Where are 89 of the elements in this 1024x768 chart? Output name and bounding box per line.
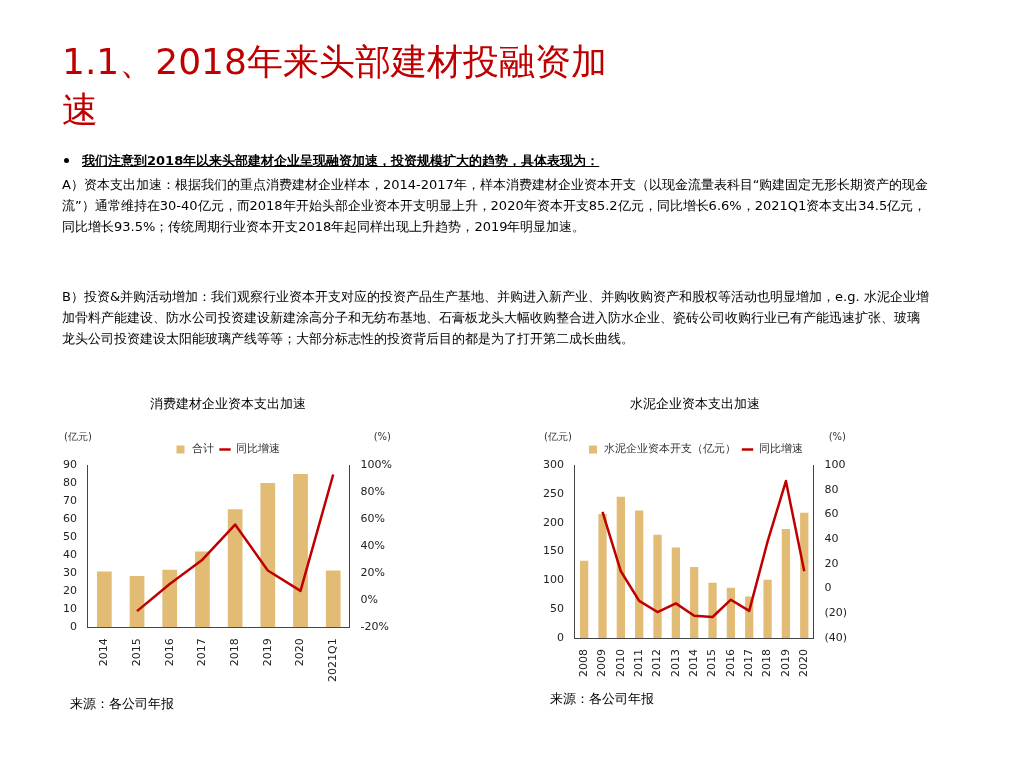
x-tick-label: 2009 bbox=[595, 649, 609, 678]
y2-tick-label: 100% bbox=[360, 457, 393, 471]
y-tick-label: 300 bbox=[543, 457, 564, 471]
bar bbox=[96, 571, 112, 628]
y2-tick-label: -20% bbox=[360, 620, 389, 634]
y-tick-label: 80 bbox=[63, 475, 77, 489]
chart-title: 水泥企业资本支出加速 bbox=[629, 395, 761, 413]
y-tick-label: 70 bbox=[63, 493, 77, 507]
bar bbox=[129, 575, 145, 628]
y-tick-label: 100 bbox=[543, 573, 564, 587]
x-tick-label: 2021Q1 bbox=[326, 638, 340, 683]
x-tick-label: 2020 bbox=[797, 649, 811, 678]
x-tick-label: 2015 bbox=[705, 649, 719, 678]
source-note: 来源：各公司年报 bbox=[70, 695, 174, 713]
y-tick-label: 200 bbox=[543, 515, 564, 529]
bar bbox=[598, 514, 607, 639]
y-tick-label: 60 bbox=[63, 511, 77, 525]
y2-tick-label: 80 bbox=[824, 482, 839, 496]
legend-label: 同比增速 bbox=[758, 442, 803, 456]
x-tick-label: 2020 bbox=[293, 638, 307, 667]
y2-tick-label: 20 bbox=[824, 556, 839, 570]
x-tick-label: 2017 bbox=[195, 638, 209, 667]
x-tick-label: 2014 bbox=[97, 638, 111, 667]
bar bbox=[162, 569, 178, 628]
bar bbox=[781, 529, 791, 639]
y-axis-title: (亿元) bbox=[64, 430, 92, 442]
x-tick-label: 2019 bbox=[260, 638, 274, 667]
x-tick-label: 2014 bbox=[687, 649, 701, 678]
y-tick-label: 40 bbox=[63, 548, 77, 562]
x-tick-label: 2019 bbox=[778, 649, 792, 678]
x-tick-label: 2018 bbox=[760, 649, 774, 678]
y-axis-title: (亿元) bbox=[544, 430, 572, 442]
legend-label: 同比增速 bbox=[236, 442, 280, 456]
x-tick-label: 2013 bbox=[668, 649, 682, 678]
y2-tick-label: 0 bbox=[824, 581, 832, 595]
y-tick-label: 20 bbox=[63, 584, 77, 598]
y2-tick-label: 100 bbox=[824, 457, 846, 471]
y2-tick-label: 40 bbox=[824, 532, 839, 545]
y2-axis-title: (%) bbox=[373, 430, 392, 442]
y-tick-label: 0 bbox=[557, 630, 564, 644]
bar bbox=[293, 474, 308, 628]
y-tick-label: 150 bbox=[543, 544, 564, 558]
x-tick-label: 2010 bbox=[613, 649, 627, 678]
y2-tick-label: 40% bbox=[360, 539, 386, 553]
bar bbox=[690, 567, 699, 639]
y-tick-label: 30 bbox=[63, 566, 77, 580]
x-tick-label: 2015 bbox=[129, 638, 143, 667]
y2-tick-label: 60% bbox=[360, 511, 386, 525]
bar bbox=[260, 483, 276, 628]
y2-tick-label: 80% bbox=[360, 484, 386, 498]
legend-label: 水泥企业资本开支（亿元） bbox=[604, 442, 736, 456]
bar bbox=[763, 579, 772, 639]
x-tick-label: 2016 bbox=[723, 649, 737, 678]
y-tick-label: 0 bbox=[70, 620, 77, 634]
bar bbox=[671, 547, 680, 639]
x-tick-label: 2017 bbox=[742, 649, 756, 678]
bar bbox=[580, 560, 589, 639]
text: 1.1、2018年来头部建材投融资加速 bbox=[62, 40, 608, 132]
x-tick-label: 2018 bbox=[227, 638, 241, 667]
chart-title: 消费建材企业资本支出加速 bbox=[148, 395, 307, 413]
y-tick-label: 50 bbox=[550, 602, 564, 616]
bar bbox=[653, 534, 662, 639]
y-tick-label: 10 bbox=[63, 602, 77, 616]
text: B）投资&并购活动增加：我们观察行业资本开支对应的投资产品生产基地、并购进入新产业、并购收购资产和股权等活动也明显增加，e.g. 水泥企业增加骨料产能建设、防水公司投资建设新建涂高分子和无纺布基地、石膏板龙头大幅收购整合进入防水企业、瓷砖公司收购行业已有产能迅速扩张、玻璃龙头公司投资建设太阳能玻璃产线等等；大部分标志性的投资背后目的都是为了打开第二成长曲线。 bbox=[62, 288, 930, 348]
y2-tick-label: 60 bbox=[824, 507, 839, 521]
legend-label: 合计 bbox=[191, 442, 214, 456]
bar bbox=[726, 587, 736, 639]
bar bbox=[708, 582, 717, 639]
bar bbox=[800, 512, 809, 639]
y-tick-label: 50 bbox=[63, 530, 77, 544]
text: A）资本支出加速：根据我们的重点消费建材企业样本，2014-2017年，样本消费建材企业资本开支（以现金流量表科目“购建固定无形长期资产的现金流”）通常维持在30-40亿元，而2018年开始头部企业资本开支明显上升，2020年资本开支85.2亿元，同比增长6.6%，2021Q1资本支出34.5亿元，同比增长93.5%；传统周期行业资本开支2018年起同样出现上升趋势，2019年明显加速。 bbox=[62, 176, 930, 236]
bar bbox=[635, 510, 644, 639]
y2-axis-title: (%) bbox=[828, 430, 847, 442]
x-tick-label: 2012 bbox=[650, 649, 664, 678]
text: 我们注意到2018年以来头部建材企业呈现融资加速，投资规模扩大的趋势，具体表现为： bbox=[82, 152, 601, 170]
y2-tick-label: 0% bbox=[360, 593, 379, 607]
y2-tick-label: (20) bbox=[824, 606, 848, 620]
x-tick-label: 2011 bbox=[632, 649, 646, 678]
y2-tick-label: (40) bbox=[824, 630, 848, 644]
x-tick-label: 2008 bbox=[577, 649, 591, 678]
y2-tick-label: 20% bbox=[360, 566, 386, 580]
bar bbox=[195, 551, 210, 628]
y-tick-label: 90 bbox=[63, 457, 77, 471]
x-tick-label: 2016 bbox=[162, 638, 176, 667]
bar bbox=[227, 509, 243, 628]
source-note: 来源：各公司年报 bbox=[550, 690, 654, 708]
y-tick-label: 250 bbox=[543, 486, 564, 500]
bar bbox=[325, 570, 341, 628]
bar bbox=[616, 496, 625, 639]
